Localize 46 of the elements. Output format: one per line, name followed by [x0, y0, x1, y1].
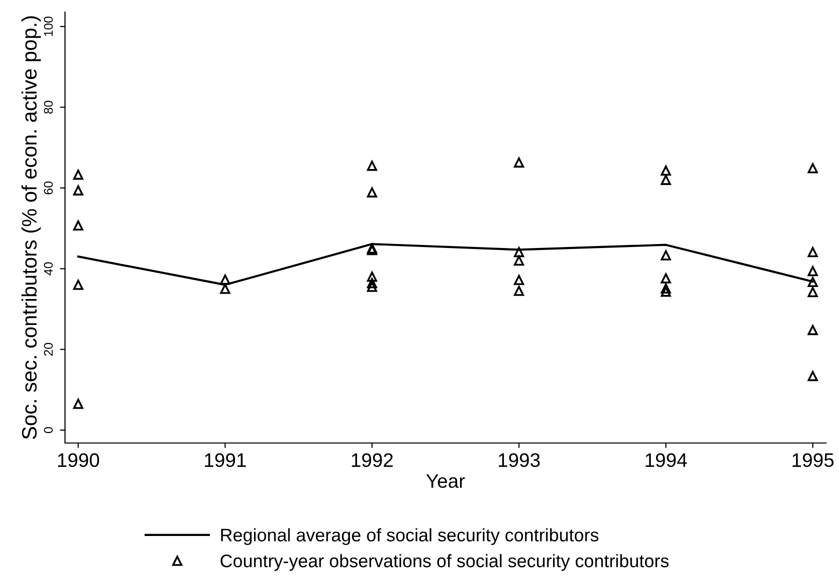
point — [808, 370, 818, 382]
point — [514, 286, 524, 296]
point — [808, 324, 818, 336]
point — [808, 163, 818, 174]
y-tick-label: 80 — [44, 100, 53, 114]
point — [660, 166, 671, 176]
point — [73, 170, 84, 180]
legend-label: Country-year observations of social security contributors — [220, 554, 669, 571]
point — [514, 157, 524, 168]
y-axis-title: Soc. sec. contributors (% of econ. active pop.) — [21, 16, 41, 440]
point — [514, 274, 524, 286]
y-tick-label: 100 — [44, 16, 53, 36]
point — [366, 278, 378, 288]
point — [220, 284, 230, 294]
point — [660, 273, 671, 284]
x-tick-label: 1994 — [646, 453, 687, 468]
point — [660, 174, 671, 185]
point — [366, 187, 378, 198]
point — [808, 247, 818, 258]
point — [73, 398, 84, 409]
y-tick-label: 60 — [44, 181, 53, 194]
point — [660, 283, 671, 294]
point — [660, 250, 671, 260]
point — [660, 286, 671, 297]
point — [220, 274, 230, 285]
x-tick-label: 1993 — [498, 453, 540, 468]
point — [366, 160, 378, 171]
y-tick-label: 20 — [44, 342, 53, 356]
point — [808, 287, 818, 298]
point — [514, 247, 524, 258]
x-axis-title: Year — [426, 474, 465, 488]
y-tick-label: 0 — [44, 427, 53, 434]
point — [73, 220, 84, 231]
x-tick-label: 1995 — [792, 453, 834, 468]
point — [366, 272, 378, 282]
point — [73, 185, 84, 196]
point — [366, 282, 378, 292]
x-tick-label: 1992 — [352, 453, 393, 468]
legend-label: Regional average of social security contributors — [221, 528, 598, 546]
y-tick-label: 40 — [44, 262, 53, 276]
x-tick-label: 1991 — [204, 453, 246, 468]
point — [514, 256, 524, 266]
x-tick-label: 1990 — [58, 453, 100, 468]
point — [73, 280, 84, 290]
point — [808, 266, 818, 276]
point — [808, 276, 818, 288]
